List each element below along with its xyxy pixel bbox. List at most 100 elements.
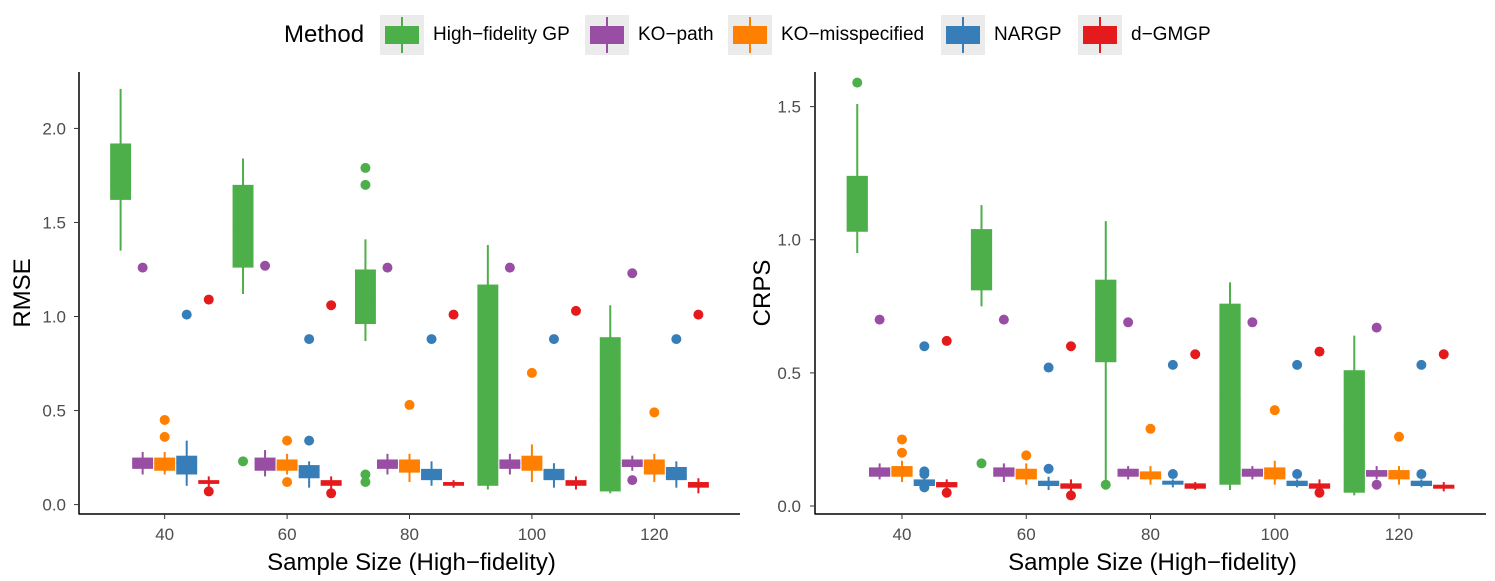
outlier-point — [360, 477, 371, 488]
box-body — [176, 455, 198, 475]
legend-key-glyph — [385, 17, 419, 53]
box-high-fidelity-gp-120 — [599, 305, 621, 494]
box-body — [320, 480, 342, 486]
box-high-fidelity-gp-60 — [232, 158, 254, 467]
x-tick-label: 120 — [640, 525, 668, 544]
x-tick-label: 120 — [1385, 525, 1413, 544]
outlier-point — [1292, 359, 1303, 370]
outlier-point — [448, 309, 459, 320]
outlier-point — [304, 334, 315, 345]
box-nargp-80 — [1162, 359, 1184, 488]
outlier-point — [1371, 479, 1382, 490]
y-axis-title: CRPS — [749, 260, 776, 327]
box-d-gmgp-40 — [936, 335, 958, 498]
box-nargp-60 — [298, 334, 320, 488]
box-ko-path-100 — [499, 262, 521, 475]
box-high-fidelity-gp-100 — [477, 245, 499, 490]
y-tick-label: 1.0 — [42, 308, 66, 327]
outlier-point — [1394, 431, 1405, 442]
outlier-point — [1065, 490, 1076, 501]
x-tick-label: 60 — [278, 525, 297, 544]
outlier-point — [896, 447, 907, 458]
box-body — [1219, 303, 1241, 485]
box-body — [110, 143, 132, 200]
outlier-point — [326, 488, 337, 499]
box-ko-path-80 — [1117, 317, 1139, 480]
outlier-point — [941, 335, 952, 346]
box-d-gmgp-80 — [443, 309, 465, 488]
box-body — [499, 459, 521, 469]
box-nargp-40 — [176, 309, 198, 486]
legend-key-glyph — [590, 17, 624, 53]
box-body — [298, 465, 320, 479]
legend-label-high-fidelity-gp: High−fidelity GP — [433, 24, 570, 45]
box-body — [254, 457, 276, 471]
outlier-point — [896, 434, 907, 445]
box-high-fidelity-gp-120 — [1343, 335, 1365, 496]
outlier-point — [1021, 450, 1032, 461]
box-ko-misspecified-40 — [154, 414, 176, 475]
box-d-gmgp-60 — [1060, 341, 1082, 501]
outlier-point — [1416, 469, 1427, 480]
legend: Method High−fidelity GP KO−path KO−missp… — [0, 10, 1495, 56]
outlier-point — [238, 456, 249, 467]
box-body — [868, 467, 891, 477]
outlier-point — [548, 334, 559, 345]
outlier-point — [137, 262, 148, 273]
outlier-point — [426, 334, 437, 345]
box-body — [1095, 279, 1117, 363]
legend-box — [946, 26, 980, 44]
outlier-point — [570, 305, 581, 316]
box-ko-path-120 — [621, 268, 643, 486]
legend-key-glyph — [733, 17, 767, 53]
box-ko-path-100 — [1241, 317, 1264, 480]
legend-key-glyph — [946, 17, 980, 53]
x-tick-label: 60 — [1017, 525, 1036, 544]
outlier-point — [404, 399, 415, 410]
box-ko-misspecified-100 — [1264, 405, 1286, 485]
box-high-fidelity-gp-80 — [354, 162, 376, 488]
x-tick-label: 40 — [155, 525, 174, 544]
outlier-point — [1145, 423, 1156, 434]
y-axis-title: RMSE — [9, 258, 36, 327]
outlier-point — [1190, 349, 1201, 360]
x-tick-label: 100 — [518, 525, 546, 544]
y-tick-label: 1.0 — [777, 231, 801, 250]
box-high-fidelity-gp-40 — [110, 88, 132, 251]
outlier-point — [671, 334, 682, 345]
outlier-point — [159, 431, 170, 442]
outlier-point — [526, 367, 537, 378]
outlier-point — [693, 309, 704, 320]
outlier-point — [1416, 359, 1427, 370]
box-d-gmgp-120 — [687, 309, 709, 494]
outlier-point — [360, 162, 371, 173]
box-nargp-100 — [543, 334, 565, 488]
outlier-point — [1314, 487, 1325, 498]
outlier-point — [649, 407, 660, 418]
x-tick-label: 40 — [893, 525, 912, 544]
outlier-point — [382, 262, 393, 273]
outlier-point — [1438, 349, 1449, 360]
box-nargp-120 — [665, 334, 687, 488]
y-tick-label: 0.0 — [777, 497, 801, 516]
box-body — [687, 482, 709, 488]
outlier-point — [203, 486, 214, 497]
box-body — [1241, 468, 1264, 477]
box-nargp-40 — [913, 341, 935, 493]
box-body — [477, 284, 499, 486]
outlier-point — [627, 475, 638, 486]
box-ko-misspecified-120 — [1388, 431, 1410, 485]
outlier-point — [919, 341, 930, 352]
legend-box — [733, 26, 767, 44]
box-d-gmgp-100 — [565, 305, 587, 490]
box-nargp-80 — [421, 334, 442, 486]
outlier-point — [360, 469, 371, 480]
outlier-point — [941, 487, 952, 498]
legend-key-high-fidelity-gp — [380, 15, 424, 55]
box-high-fidelity-gp-40 — [846, 77, 868, 254]
legend-label-d-gmgp: d−GMGP — [1131, 24, 1211, 45]
box-body — [1433, 484, 1455, 489]
x-tick-label: 80 — [400, 525, 419, 544]
box-ko-misspecified-60 — [276, 435, 298, 488]
legend-box — [1083, 26, 1117, 44]
